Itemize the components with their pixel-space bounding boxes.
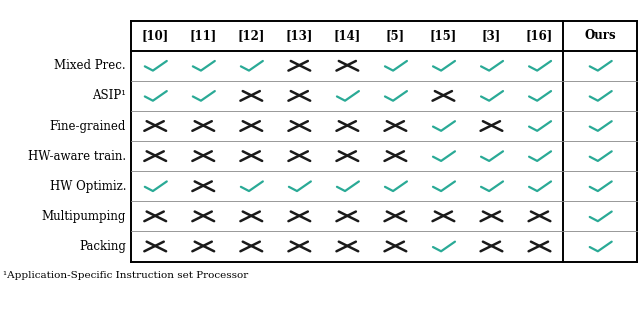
- Text: HW-aware train.: HW-aware train.: [28, 150, 126, 163]
- Text: [16]: [16]: [526, 29, 553, 42]
- Text: [10]: [10]: [141, 29, 169, 42]
- Text: [14]: [14]: [333, 29, 361, 42]
- Text: [5]: [5]: [386, 29, 405, 42]
- Text: [15]: [15]: [430, 29, 457, 42]
- Text: Multipumping: Multipumping: [42, 210, 126, 223]
- Text: Mixed Prec.: Mixed Prec.: [54, 59, 126, 72]
- Text: [13]: [13]: [285, 29, 313, 42]
- Text: HW Optimiz.: HW Optimiz.: [49, 180, 126, 193]
- Text: ¹Application-Specific Instruction set Processor: ¹Application-Specific Instruction set Pr…: [3, 271, 248, 280]
- Text: Fine-grained: Fine-grained: [50, 120, 126, 133]
- Text: ASIP¹: ASIP¹: [92, 89, 126, 102]
- Text: Packing: Packing: [79, 240, 126, 253]
- Text: Ours: Ours: [584, 29, 616, 42]
- Text: [3]: [3]: [482, 29, 501, 42]
- Text: [12]: [12]: [237, 29, 265, 42]
- Text: [11]: [11]: [189, 29, 217, 42]
